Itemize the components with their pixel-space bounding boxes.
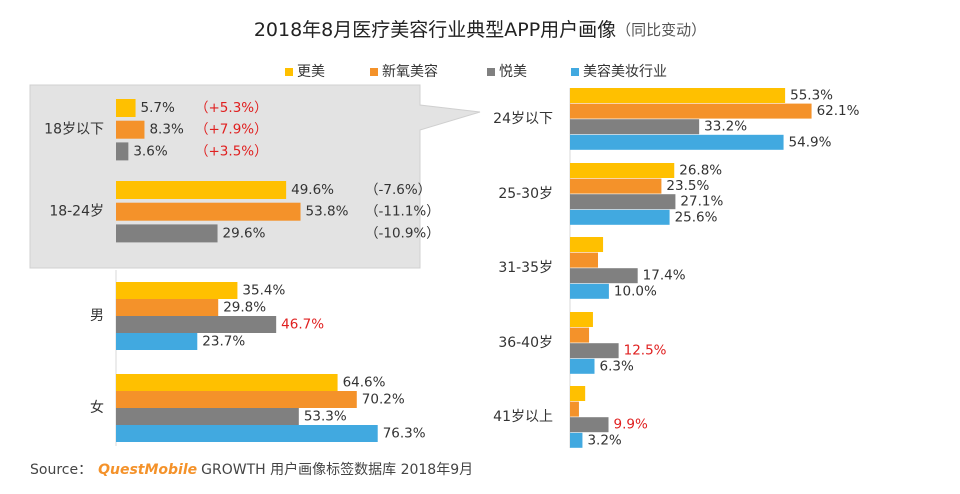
bar xyxy=(570,237,604,252)
value-label: 25.6% xyxy=(675,209,718,225)
bar xyxy=(570,432,583,448)
value-label: 35.4% xyxy=(242,283,285,299)
value-label: 70.2% xyxy=(362,392,405,408)
value-label: 53.3% xyxy=(304,409,347,425)
category-label: 18-24岁 xyxy=(49,204,104,220)
change-label: （+7.9%） xyxy=(195,122,268,138)
category-label: 女 xyxy=(90,399,104,416)
bar xyxy=(116,202,301,221)
legend-label: 美容美妆行业 xyxy=(583,63,667,80)
bar xyxy=(570,134,784,150)
bar xyxy=(570,417,609,433)
value-label: 33.2% xyxy=(704,119,747,135)
value-label: 26.8% xyxy=(679,163,722,179)
legend-label: 新氧美容 xyxy=(382,63,438,80)
bar xyxy=(116,333,198,350)
bar xyxy=(570,194,676,210)
legend-swatch xyxy=(285,68,293,76)
value-label: 29.6% xyxy=(223,225,266,241)
value-label: 6.3% xyxy=(600,358,634,374)
bar xyxy=(116,99,136,117)
legend-label: 悦美 xyxy=(499,64,527,80)
category-label: 18岁以下 xyxy=(44,122,104,138)
value-label: 29.8% xyxy=(223,300,266,316)
value-label: 23.5% xyxy=(666,178,709,194)
category-label: 25-30岁 xyxy=(498,186,553,202)
value-label: 76.3% xyxy=(383,426,426,442)
bar xyxy=(570,358,595,374)
bar xyxy=(570,327,590,343)
bar xyxy=(116,181,287,199)
bar xyxy=(116,120,145,139)
change-label: （-10.9%） xyxy=(365,225,440,241)
bar xyxy=(116,391,357,408)
source-brand: QuestMobile xyxy=(98,462,197,478)
bar xyxy=(116,374,338,391)
bar xyxy=(570,178,662,194)
bar xyxy=(570,343,619,359)
value-label: 8.3% xyxy=(149,122,183,138)
chart-title: 2018年8月医疗美容行业典型APP用户画像（同比变动） xyxy=(254,19,706,41)
bar xyxy=(570,103,812,119)
bar xyxy=(116,408,299,425)
legend-swatch xyxy=(370,68,378,76)
category-label: 31-35岁 xyxy=(498,260,553,276)
source: Source： QuestMobile GROWTH 用户画像标签数据库 2018年… xyxy=(30,461,473,478)
category-label: 36-40岁 xyxy=(498,335,553,351)
bar xyxy=(570,252,599,268)
change-label: （-7.6%） xyxy=(365,182,431,198)
change-label: （+5.3%） xyxy=(195,100,268,116)
bar xyxy=(570,283,609,299)
legend-swatch xyxy=(487,68,495,76)
legend-label: 更美 xyxy=(297,64,325,80)
bar xyxy=(570,119,700,135)
legend-swatch xyxy=(571,68,579,76)
category-label: 24岁以下 xyxy=(493,111,553,127)
value-label: 54.9% xyxy=(789,134,832,150)
source-label: Source： xyxy=(30,462,92,478)
value-label: 55.3% xyxy=(790,88,833,104)
bar xyxy=(570,163,675,178)
bar xyxy=(116,425,378,442)
change-label: （-11.1%） xyxy=(365,204,440,220)
subtitle: （同比变动） xyxy=(616,21,706,39)
value-label: 49.6% xyxy=(291,182,334,198)
category-label: 男 xyxy=(90,308,104,324)
value-label: 46.7% xyxy=(281,317,324,333)
value-label: 5.7% xyxy=(141,100,175,116)
bar xyxy=(570,401,579,417)
bar xyxy=(116,224,218,243)
bar xyxy=(116,316,277,333)
value-label: 23.7% xyxy=(202,334,245,350)
title-text: 2018年8月医疗美容行业典型APP用户画像 xyxy=(254,19,616,41)
category-label: 41岁以上 xyxy=(493,409,553,425)
value-label: 62.1% xyxy=(817,103,860,119)
bar xyxy=(570,268,638,284)
value-label: 27.1% xyxy=(680,194,723,210)
bar xyxy=(570,312,593,327)
value-label: 10.0% xyxy=(614,283,657,299)
value-label: 12.5% xyxy=(624,343,667,359)
bar xyxy=(116,282,238,299)
bar xyxy=(116,142,129,161)
bar xyxy=(116,299,219,316)
bar xyxy=(570,209,670,225)
value-label: 53.8% xyxy=(306,204,349,220)
value-label: 9.9% xyxy=(614,417,648,433)
change-label: （+3.5%） xyxy=(195,143,268,159)
value-label: 64.6% xyxy=(343,375,386,391)
bar xyxy=(570,88,786,103)
value-label: 3.2% xyxy=(587,432,621,448)
source-text: GROWTH 用户画像标签数据库 2018年9月 xyxy=(201,461,473,478)
bar xyxy=(570,386,586,401)
value-label: 17.4% xyxy=(643,268,686,284)
value-label: 3.6% xyxy=(133,143,167,159)
